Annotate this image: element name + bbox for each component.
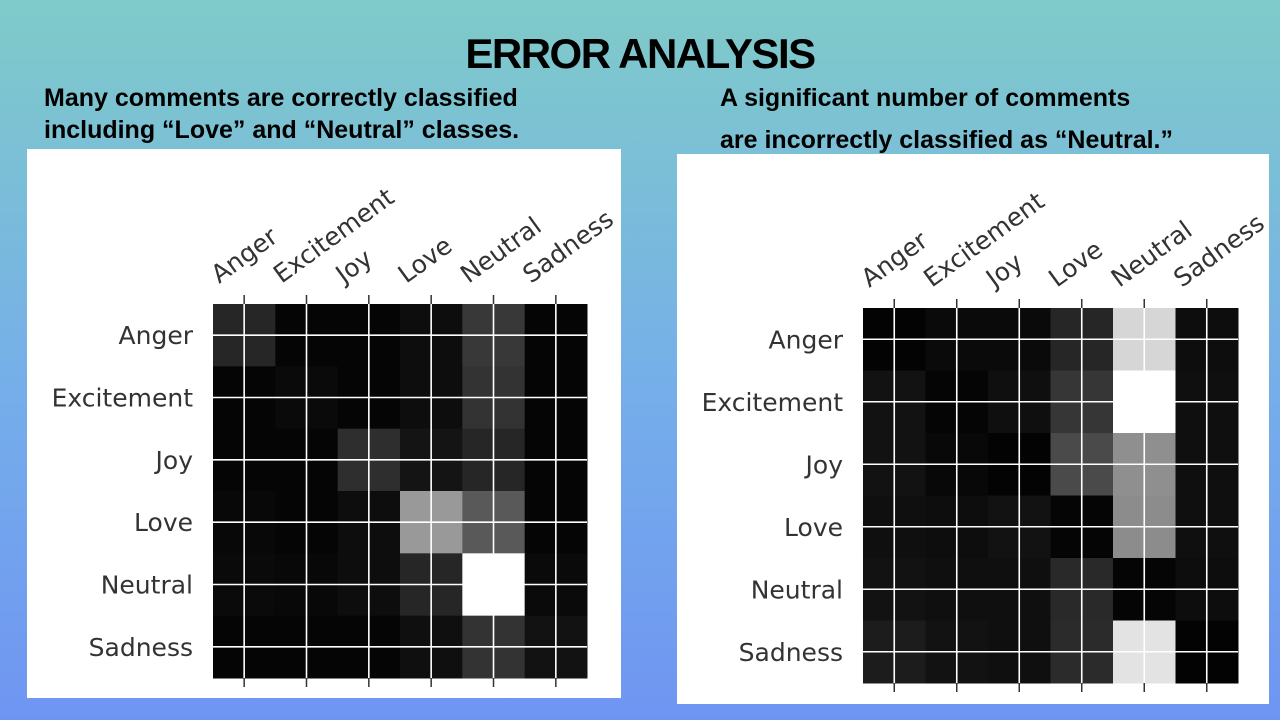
right-confusion-matrix: AngerExcitementJoyLoveNeutralSadnessAnge…: [702, 186, 1269, 692]
x-tick-label: Anger: [206, 221, 284, 289]
x-tick-label: Excitement: [268, 182, 400, 289]
y-tick-label: Sadness: [739, 638, 843, 667]
y-tick-label: Joy: [154, 446, 194, 475]
slide-title: ERROR ANALYSIS: [465, 30, 816, 77]
grid-lines: [213, 304, 587, 678]
y-tick-label: Anger: [119, 321, 194, 350]
right-caption-line-1: A significant number of comments: [720, 84, 1131, 112]
right-heatmap-panel: Anger Excitement Joy Love Neutral Sadness Ange…: [677, 154, 1269, 704]
left-caption-line-1: Many comments are correctly classified: [44, 84, 518, 112]
x-tick-label: Love: [393, 231, 458, 289]
x-tick-label: Excitement: [918, 186, 1050, 293]
left-caption-line-2: including “Love” and “Neutral” classes.: [44, 116, 520, 144]
grid-lines: [863, 308, 1238, 683]
y-tick-label: Neutral: [751, 575, 843, 604]
x-tick-label: Love: [1043, 235, 1108, 293]
y-tick-label: Excitement: [52, 384, 194, 413]
y-tick-label: Neutral: [101, 571, 193, 600]
right-caption-line-2: are incorrectly classified as “Neutral.”: [720, 126, 1173, 154]
y-tick-label: Love: [784, 513, 843, 542]
y-tick-label: Excitement: [702, 388, 844, 417]
y-tick-label: Love: [134, 508, 193, 537]
left-caption: Many comments are correctly classified in…: [44, 82, 519, 146]
left-confusion-matrix: AngerExcitementJoyLoveNeutralSadnessAnge…: [52, 182, 619, 687]
left-heatmap-panel: Anger Excitement Joy Love Neutral Sadness Ange…: [27, 149, 621, 698]
y-tick-label: Joy: [804, 450, 844, 479]
y-tick-label: Anger: [769, 325, 844, 354]
y-tick-label: Sadness: [89, 633, 193, 662]
x-tick-label: Anger: [856, 225, 934, 293]
